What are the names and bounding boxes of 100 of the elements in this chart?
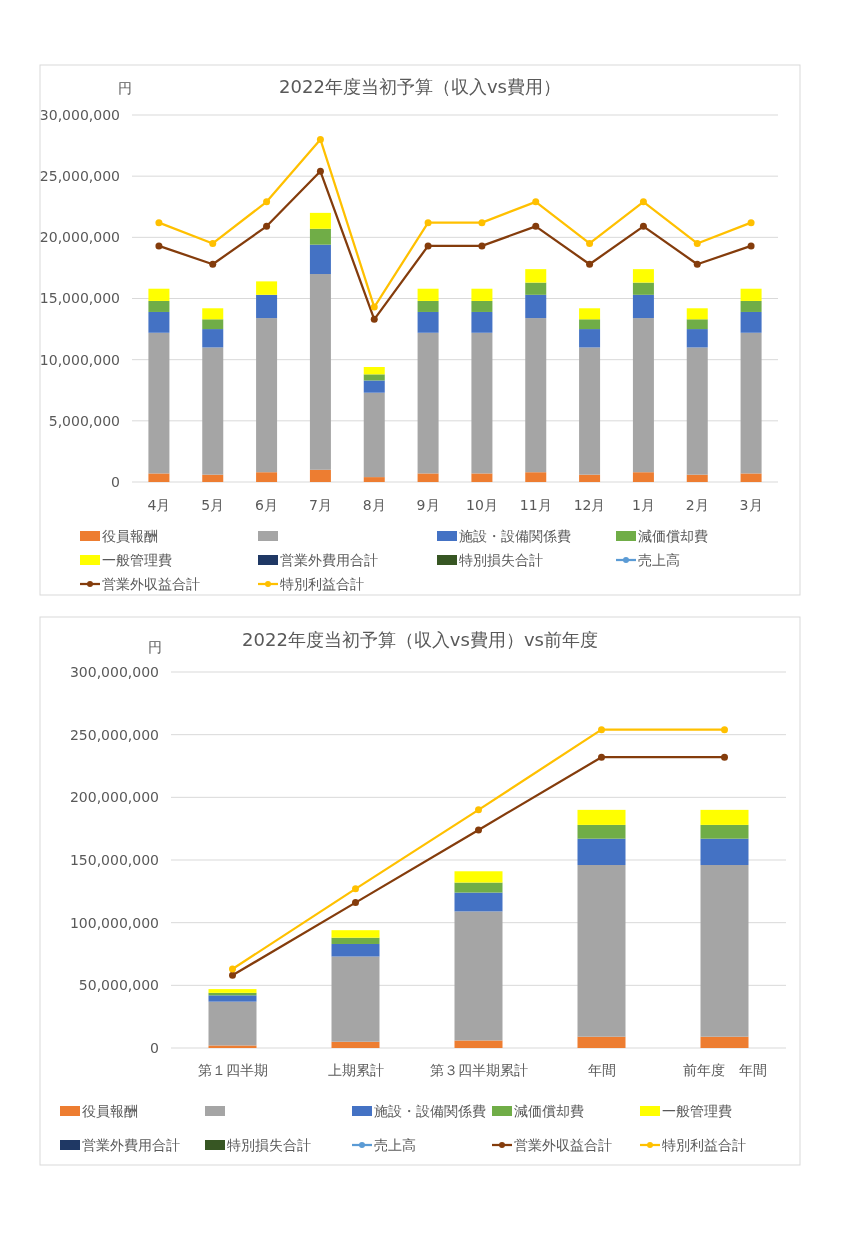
x-tick-label: 4月	[147, 497, 171, 513]
bar	[632, 294, 654, 319]
bar	[686, 347, 708, 475]
legend-label: 営業外費用合計	[280, 551, 378, 568]
bar	[632, 318, 654, 473]
x-tick-label: 5月	[201, 497, 225, 513]
bar	[471, 300, 493, 312]
legend-label: 特別利益合計	[662, 1136, 746, 1153]
legend-label: 施設・設備関係費	[459, 527, 571, 544]
y-tick-label: 0	[150, 1039, 159, 1056]
point	[424, 242, 432, 250]
bar	[256, 294, 278, 319]
bar	[417, 300, 439, 312]
x-tick-label: 12月	[573, 497, 606, 513]
bar	[202, 347, 224, 475]
bar	[700, 824, 749, 839]
point	[209, 239, 217, 247]
legend-label: 営業外費用合計	[82, 1136, 180, 1153]
legend-label: 役員報酬	[82, 1102, 138, 1119]
bar	[208, 1001, 257, 1046]
x-tick-label: 9月	[416, 497, 440, 513]
bar	[309, 274, 331, 470]
y-axis-title: 円	[118, 80, 132, 96]
bar	[471, 473, 493, 482]
bar	[525, 282, 547, 295]
bar	[454, 871, 503, 883]
bar	[740, 473, 762, 482]
point	[370, 315, 378, 323]
bar	[700, 865, 749, 1037]
bar	[577, 824, 626, 839]
bar	[700, 838, 749, 866]
bar	[309, 212, 331, 229]
y-tick-label: 30,000,000	[39, 106, 120, 123]
bar	[363, 367, 385, 375]
bar	[202, 329, 224, 348]
bar	[579, 347, 601, 475]
legend-label: 施設・設備関係費	[374, 1102, 486, 1119]
bar	[417, 311, 439, 333]
bar	[256, 472, 278, 482]
bar	[363, 477, 385, 482]
bar	[363, 374, 385, 381]
bar	[525, 318, 547, 473]
point	[209, 260, 217, 268]
bar	[309, 469, 331, 482]
bar	[577, 1036, 626, 1048]
y-tick-label: 10,000,000	[39, 351, 120, 368]
point	[263, 222, 271, 230]
bar	[202, 474, 224, 482]
bar	[577, 809, 626, 825]
bar	[417, 332, 439, 474]
bar	[454, 1040, 503, 1048]
y-tick-label: 100,000,000	[69, 914, 159, 931]
bar	[208, 995, 257, 1002]
legend-label: 売上高	[638, 551, 680, 568]
legend-label: 売上高	[374, 1136, 416, 1153]
point	[475, 826, 482, 834]
bar	[309, 228, 331, 245]
legend-label: 一般管理費	[102, 551, 172, 568]
y-tick-label: 5,000,000	[48, 412, 120, 429]
legend-label: 減価償却費	[514, 1102, 584, 1119]
bar	[256, 318, 278, 473]
point	[316, 135, 324, 143]
point	[586, 239, 594, 247]
bar	[632, 282, 654, 295]
point	[229, 971, 236, 979]
x-tick-label: 年間	[587, 1062, 616, 1078]
bar	[577, 865, 626, 1037]
point	[693, 260, 701, 268]
legend-label: 減価償却費	[638, 527, 708, 544]
bar	[454, 911, 503, 1041]
point	[586, 260, 594, 268]
bar	[256, 281, 278, 295]
bar	[148, 288, 170, 301]
bar	[309, 244, 331, 275]
x-tick-label: 第１四半期	[197, 1062, 268, 1078]
bar	[740, 300, 762, 312]
x-tick-label: 10月	[466, 497, 498, 513]
x-tick-label: 前年度 年間	[682, 1062, 767, 1078]
x-tick-label: 1月	[631, 497, 655, 513]
legend-label: 特別損失合計	[227, 1136, 311, 1153]
bar	[331, 1041, 380, 1048]
point	[639, 198, 647, 206]
y-tick-label: 300,000,000	[69, 663, 159, 680]
y-axis-title: 円	[148, 639, 162, 655]
bar	[208, 1045, 257, 1048]
bar	[471, 288, 493, 301]
bar	[417, 288, 439, 301]
point	[532, 222, 540, 230]
y-tick-label: 0	[111, 473, 120, 490]
point	[229, 965, 236, 973]
point	[532, 198, 540, 206]
point	[598, 726, 605, 734]
bar	[363, 380, 385, 393]
point	[721, 753, 728, 761]
x-tick-label: 3月	[739, 497, 763, 513]
bar	[202, 308, 224, 320]
point	[352, 899, 359, 907]
point	[475, 806, 482, 814]
point	[155, 219, 163, 227]
bar	[363, 392, 385, 478]
